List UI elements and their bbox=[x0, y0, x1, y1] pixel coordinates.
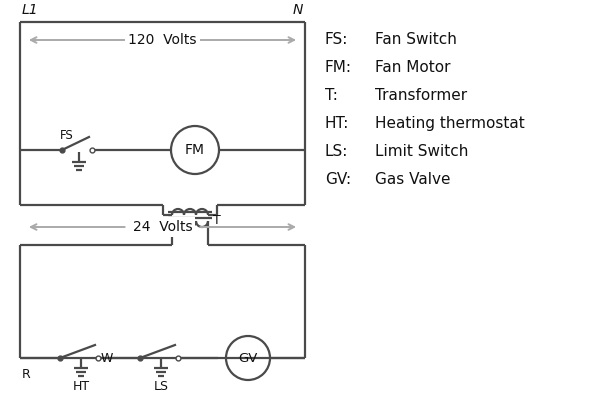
Text: HT: HT bbox=[73, 380, 90, 393]
Text: 120  Volts: 120 Volts bbox=[128, 33, 196, 47]
Text: FM: FM bbox=[185, 143, 205, 157]
Text: R: R bbox=[22, 368, 31, 381]
Text: Fan Switch: Fan Switch bbox=[375, 32, 457, 47]
Text: Transformer: Transformer bbox=[375, 88, 467, 103]
Text: FM:: FM: bbox=[325, 60, 352, 75]
Text: Limit Switch: Limit Switch bbox=[375, 144, 468, 159]
Text: W: W bbox=[101, 352, 113, 364]
Text: N: N bbox=[293, 3, 303, 17]
Text: Heating thermostat: Heating thermostat bbox=[375, 116, 525, 131]
Text: LS: LS bbox=[153, 380, 169, 393]
Text: FS:: FS: bbox=[325, 32, 348, 47]
Text: LS:: LS: bbox=[325, 144, 348, 159]
Text: L1: L1 bbox=[22, 3, 38, 17]
Text: FS: FS bbox=[60, 129, 74, 142]
Text: T:: T: bbox=[325, 88, 338, 103]
Text: HT:: HT: bbox=[325, 116, 349, 131]
Text: GV: GV bbox=[238, 352, 258, 364]
Text: Fan Motor: Fan Motor bbox=[375, 60, 451, 75]
Text: Gas Valve: Gas Valve bbox=[375, 172, 451, 187]
Text: 24  Volts: 24 Volts bbox=[133, 220, 192, 234]
Text: GV:: GV: bbox=[325, 172, 351, 187]
Text: T: T bbox=[213, 214, 221, 226]
